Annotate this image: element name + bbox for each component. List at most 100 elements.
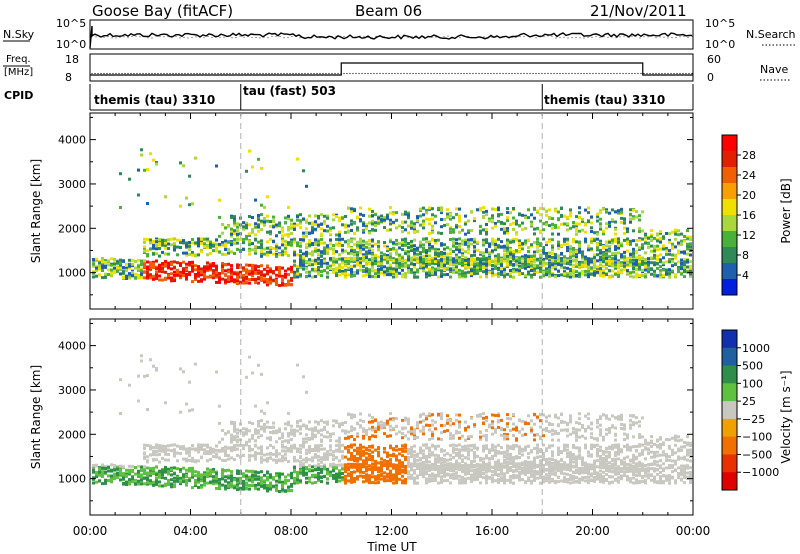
power-cell (632, 251, 635, 255)
power-cell (410, 244, 413, 248)
noise-search-point (431, 36, 433, 38)
power-cell (389, 240, 392, 244)
power-cell (689, 272, 692, 276)
power-cell (155, 252, 158, 256)
velocity-cell (260, 460, 263, 464)
power-cell (527, 250, 530, 253)
power-cell (479, 257, 482, 261)
power-cell (560, 252, 563, 255)
power-cell (338, 216, 341, 220)
velocity-cell (212, 447, 215, 451)
power-cell (605, 226, 608, 230)
nave-point (157, 72, 159, 75)
nave-point (403, 72, 405, 75)
power-cell (356, 269, 359, 273)
velocity-cell (164, 447, 167, 451)
power-cell (518, 239, 521, 243)
power-cell (278, 269, 281, 273)
power-cell (605, 273, 608, 276)
power-cell (281, 253, 284, 257)
velocity-cell (269, 430, 272, 434)
power-cell (539, 267, 542, 270)
power-cell (191, 253, 194, 257)
power-cell (350, 219, 353, 223)
power-cell (452, 257, 455, 261)
noise-search-point (331, 36, 333, 37)
power-cell (473, 257, 476, 261)
nave-point (376, 72, 378, 75)
velocity-cell (173, 454, 176, 458)
power-cell (662, 244, 665, 248)
power-cell (101, 276, 104, 280)
power-cell (110, 271, 113, 275)
power-cell (455, 253, 458, 257)
power-cell (422, 257, 425, 261)
power-cell (419, 241, 422, 245)
power-cell (515, 259, 518, 263)
power-cell (272, 252, 275, 256)
power-cell (257, 276, 260, 280)
power-cell (326, 248, 329, 252)
power-cell (269, 275, 272, 279)
noise-search-point (587, 36, 589, 38)
velocity-cell (212, 479, 215, 483)
power-cell (290, 276, 293, 280)
power-cell (353, 264, 356, 268)
power-cell (680, 250, 683, 254)
cpid-segment-0: themis (tau) 3310 (94, 93, 215, 107)
power-cell (371, 269, 374, 273)
power-cell (683, 260, 686, 264)
power-cell (329, 264, 332, 268)
nave-point (283, 72, 285, 75)
velocity-cell (215, 486, 218, 490)
power-cell (386, 213, 389, 217)
velocity-cell (140, 478, 143, 482)
velocity-cell (182, 466, 185, 470)
power-cell (653, 272, 656, 276)
power-cell (122, 271, 125, 274)
power-cell (584, 237, 587, 241)
velocity-cell (176, 467, 179, 471)
power-cell (260, 213, 263, 217)
power-cell (617, 259, 620, 263)
velocity-cell (203, 443, 206, 447)
power-cell (548, 271, 551, 275)
nave-point (190, 72, 192, 75)
velocity-cell (179, 452, 182, 455)
power-cell (482, 254, 485, 258)
power-cell (173, 266, 176, 270)
velocity-cell (146, 460, 149, 464)
power-cell (272, 278, 275, 282)
power-cell (482, 266, 485, 270)
velocity-cell (122, 482, 125, 485)
power-cell (359, 237, 362, 241)
noise-right-tick-top: 10^5 (705, 17, 735, 30)
power-cell (467, 230, 470, 234)
power-cell (365, 223, 368, 226)
power-cell (284, 246, 287, 250)
nave-point (544, 72, 546, 75)
noise-search-point (555, 37, 557, 39)
power-cell (482, 241, 485, 245)
power-cell (221, 243, 224, 247)
power-cell (569, 226, 572, 230)
velocity-cell (164, 401, 167, 405)
power-cell (485, 260, 488, 264)
power-cell (623, 221, 626, 225)
power-cell (422, 259, 425, 263)
velocity-cell (233, 445, 236, 449)
power-cell (557, 243, 560, 247)
power-cell (266, 272, 269, 276)
noise-search-point (667, 37, 669, 39)
colorbar-tick-label: 20 (742, 189, 756, 202)
power-cell (119, 264, 122, 268)
power-cell (686, 265, 689, 269)
nave-point (94, 72, 96, 75)
power-cell (347, 251, 350, 255)
power-cell (353, 253, 356, 256)
power-cell (416, 252, 419, 256)
velocity-cell (182, 474, 185, 478)
power-cell (311, 226, 314, 230)
power-cell (302, 258, 305, 262)
